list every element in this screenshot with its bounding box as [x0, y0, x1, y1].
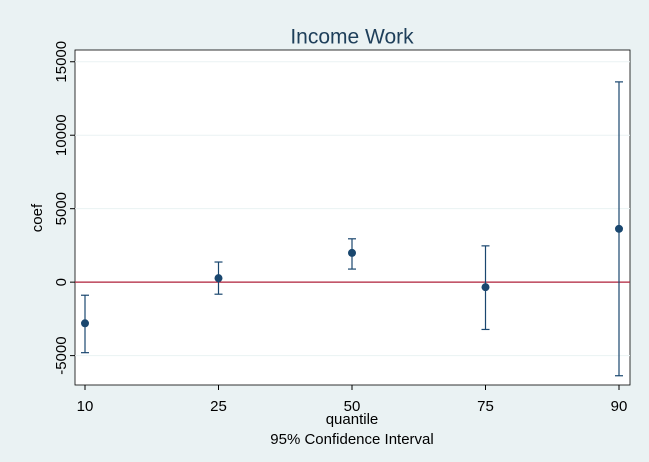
point: [214, 274, 223, 283]
chart-title: Income Work: [290, 26, 414, 49]
y-tick-label: 0: [53, 278, 70, 286]
x-axis-label: quantile: [326, 411, 379, 428]
point: [81, 319, 89, 328]
point: [615, 224, 623, 233]
note: 95% Confidence Interval: [270, 431, 433, 448]
y-tick-label: -5000: [53, 336, 70, 374]
point: [481, 283, 490, 292]
y-tick-label: 15000: [53, 41, 70, 83]
x-tick-label: 10: [77, 398, 94, 415]
y-tick-label: 10000: [53, 114, 70, 156]
x-tick-label: 25: [210, 398, 227, 415]
y-tick-label: 5000: [53, 192, 70, 225]
x-tick-label: 90: [611, 398, 628, 415]
x-tick-label: 50: [344, 398, 361, 415]
plot-area: [74, 49, 631, 386]
x-tick-label: 75: [477, 398, 494, 415]
point: [348, 248, 356, 257]
y-axis-label: coef: [29, 203, 46, 232]
